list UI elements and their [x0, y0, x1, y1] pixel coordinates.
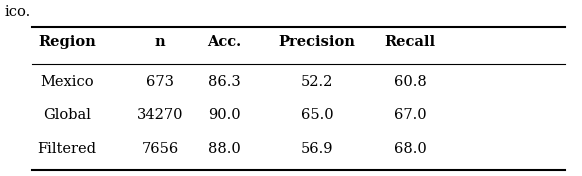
Text: Precision: Precision — [279, 35, 356, 49]
Text: Global: Global — [43, 108, 91, 122]
Text: Filtered: Filtered — [37, 142, 97, 156]
Text: 90.0: 90.0 — [208, 108, 240, 122]
Text: 65.0: 65.0 — [301, 108, 333, 122]
Text: n: n — [155, 35, 165, 49]
Text: Region: Region — [38, 35, 96, 49]
Text: 86.3: 86.3 — [208, 75, 240, 89]
Text: ico.: ico. — [5, 5, 31, 19]
Text: 56.9: 56.9 — [301, 142, 333, 156]
Text: 60.8: 60.8 — [394, 75, 427, 89]
Text: Acc.: Acc. — [207, 35, 241, 49]
Text: 34270: 34270 — [137, 108, 183, 122]
Text: 67.0: 67.0 — [394, 108, 427, 122]
Text: 88.0: 88.0 — [208, 142, 240, 156]
Text: 52.2: 52.2 — [301, 75, 333, 89]
Text: 7656: 7656 — [141, 142, 179, 156]
Text: 673: 673 — [146, 75, 174, 89]
Text: Mexico: Mexico — [40, 75, 94, 89]
Text: 68.0: 68.0 — [394, 142, 427, 156]
Text: Recall: Recall — [385, 35, 436, 49]
